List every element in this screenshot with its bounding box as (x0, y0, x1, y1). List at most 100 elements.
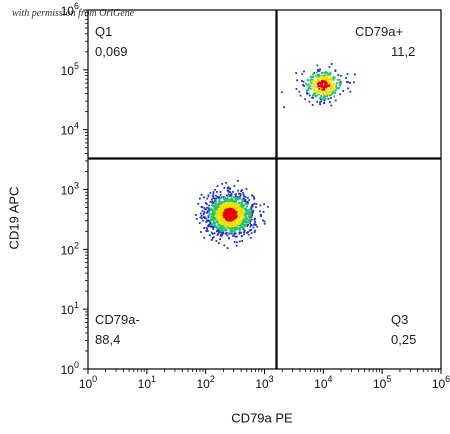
event-dot (231, 197, 234, 200)
event-dot (241, 199, 244, 201)
event-dot (329, 72, 332, 75)
event-dot (317, 79, 320, 82)
event-dot (230, 232, 233, 235)
event-dot (207, 224, 210, 226)
quadrant-q1-name: Q1 (95, 24, 113, 39)
event-dot (333, 95, 336, 98)
event-dot (333, 83, 336, 86)
event-dot (218, 218, 220, 220)
event-dot (213, 216, 215, 219)
event-dot (329, 71, 332, 74)
event-dot (233, 233, 235, 236)
event-dot (317, 83, 320, 85)
event-dot (249, 208, 251, 211)
event-dot (338, 82, 341, 84)
event-dot (203, 237, 206, 239)
event-dot (244, 196, 247, 198)
event-dot (324, 71, 327, 73)
event-dot (316, 64, 319, 67)
event-dot (325, 88, 328, 91)
event-dot (339, 93, 342, 96)
event-dot (213, 226, 216, 228)
event-dot (334, 91, 336, 94)
event-dot (319, 88, 322, 91)
event-dot (229, 202, 232, 205)
event-dot (253, 196, 255, 199)
event-dot (314, 85, 317, 88)
event-dot (249, 220, 252, 222)
event-dot (226, 234, 229, 237)
event-dot (216, 206, 219, 209)
event-dot (307, 79, 309, 81)
event-dot (349, 82, 351, 84)
event-dot (234, 221, 237, 224)
y-tick-label: 104 (61, 121, 79, 138)
event-dot (195, 214, 197, 216)
event-dot (336, 79, 339, 81)
event-dot (212, 208, 214, 211)
event-dot (313, 72, 316, 75)
event-dot (320, 85, 323, 88)
event-dot (263, 220, 266, 223)
event-dot (207, 207, 210, 210)
event-dot (332, 87, 335, 90)
event-dot (228, 236, 230, 239)
event-dot (206, 228, 209, 230)
event-dot (249, 225, 252, 228)
event-dot (249, 222, 251, 225)
event-dot (230, 217, 232, 219)
event-dot (327, 88, 329, 91)
event-dot (252, 209, 254, 212)
event-dot (246, 225, 249, 227)
event-dot (220, 212, 222, 215)
event-dot (213, 197, 216, 200)
event-dot (203, 216, 206, 218)
event-dot (234, 235, 236, 238)
event-dot (237, 228, 240, 231)
event-dot (339, 84, 341, 87)
event-dot (210, 231, 213, 234)
event-dot (231, 191, 234, 193)
event-dot (208, 212, 211, 215)
event-dot (234, 209, 237, 211)
event-dot (222, 202, 225, 205)
event-dot (307, 89, 310, 91)
event-dot (325, 90, 328, 93)
event-dot (229, 227, 232, 230)
event-dot (230, 195, 233, 198)
event-dot (250, 232, 253, 235)
event-dot (322, 92, 324, 95)
event-dot (311, 96, 314, 99)
event-dot (316, 76, 319, 79)
event-dot (242, 225, 244, 228)
event-dot (326, 76, 329, 79)
event-dot (205, 208, 207, 211)
event-dot (324, 97, 327, 100)
event-dot (317, 75, 320, 78)
event-dot (225, 229, 228, 231)
plot-frame (87, 9, 442, 370)
event-dot (309, 84, 312, 87)
event-dot (219, 197, 222, 200)
event-dot (230, 203, 233, 206)
event-dot (247, 221, 250, 224)
event-dot (244, 203, 247, 205)
event-dot (239, 195, 242, 198)
event-dot (331, 77, 334, 80)
event-dot (245, 212, 248, 215)
event-dot (330, 104, 333, 107)
event-dot (259, 204, 262, 207)
event-dot (244, 209, 247, 212)
event-dot (315, 86, 318, 88)
event-dot (229, 231, 232, 234)
event-dot (321, 98, 324, 100)
y-tick-label: 105 (61, 61, 79, 78)
event-dot (228, 201, 231, 204)
event-dot (233, 196, 236, 198)
event-dot (212, 236, 215, 238)
event-dot (312, 94, 315, 96)
event-dot (233, 221, 236, 224)
y-tick-label: 106 (61, 1, 79, 18)
event-dot (250, 206, 253, 208)
event-dot (327, 97, 330, 100)
